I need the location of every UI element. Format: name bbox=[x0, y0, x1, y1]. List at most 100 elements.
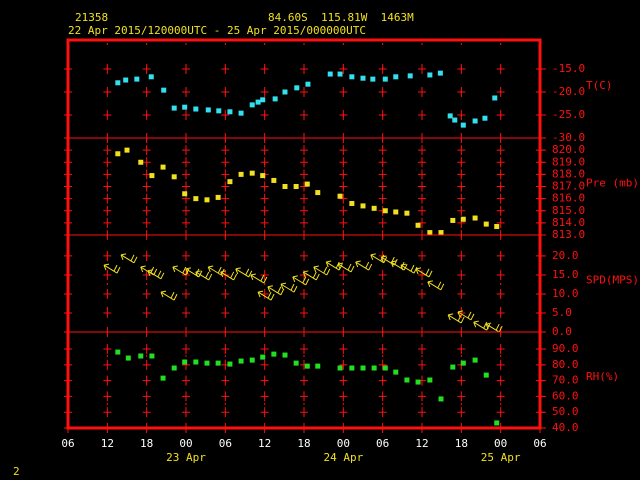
grid-cross bbox=[496, 250, 505, 261]
data-point bbox=[193, 359, 199, 365]
grid-cross bbox=[378, 109, 387, 120]
data-point bbox=[483, 221, 489, 227]
grid-cross bbox=[142, 407, 151, 418]
data-point bbox=[404, 377, 410, 383]
wind-barb bbox=[195, 270, 213, 281]
grid-cross bbox=[103, 181, 112, 192]
data-point bbox=[370, 76, 376, 82]
grid-cross bbox=[142, 375, 151, 386]
data-point bbox=[315, 190, 321, 196]
data-point bbox=[249, 170, 255, 176]
grid-cross bbox=[142, 109, 151, 120]
grid-cross bbox=[339, 269, 348, 280]
x-tick-label: 00 bbox=[179, 437, 192, 450]
data-point bbox=[182, 104, 188, 110]
x-tick-label: 18 bbox=[297, 437, 310, 450]
wind-barb bbox=[427, 280, 445, 291]
x-tick-label: 00 bbox=[494, 437, 507, 450]
wind-barb bbox=[250, 273, 268, 284]
grid-cross bbox=[142, 250, 151, 261]
data-point bbox=[447, 113, 453, 119]
data-point bbox=[472, 357, 478, 363]
grid-cross bbox=[260, 250, 269, 261]
grid-cross bbox=[496, 181, 505, 192]
wind-barb bbox=[120, 253, 138, 264]
data-point bbox=[382, 76, 388, 82]
grid-cross bbox=[182, 307, 190, 318]
grid-cross bbox=[339, 169, 348, 180]
grid-cross bbox=[142, 63, 151, 74]
wind-barb bbox=[103, 263, 121, 274]
data-point bbox=[349, 200, 355, 206]
data-point bbox=[294, 85, 300, 91]
grid-cross bbox=[103, 109, 112, 120]
grid-cross bbox=[103, 205, 112, 216]
data-point bbox=[293, 184, 299, 189]
plot-frame bbox=[66, 38, 542, 430]
grid-cross bbox=[496, 288, 505, 299]
grid-cross bbox=[339, 217, 348, 228]
grid-cross bbox=[300, 288, 308, 299]
data-point bbox=[249, 102, 255, 108]
y-tick-label: 15.0 bbox=[552, 268, 579, 281]
data-point bbox=[393, 369, 399, 375]
grid-cross bbox=[300, 157, 308, 168]
wind-barb bbox=[380, 255, 398, 266]
grid-cross bbox=[378, 63, 387, 74]
grid-cross bbox=[496, 205, 505, 216]
grid-cross bbox=[260, 63, 269, 74]
grid-cross bbox=[378, 375, 387, 386]
data-point bbox=[272, 96, 278, 102]
grid-cross bbox=[103, 269, 112, 280]
y-axis-label: SPD(MPS) bbox=[586, 274, 639, 287]
grid-cross bbox=[457, 193, 466, 204]
data-point bbox=[260, 354, 266, 360]
data-point bbox=[115, 349, 121, 355]
wind-barb bbox=[370, 253, 388, 264]
grid-cross bbox=[260, 86, 269, 97]
data-point bbox=[115, 151, 121, 157]
grid-cross bbox=[457, 344, 466, 355]
station-id: 21358 bbox=[75, 11, 108, 24]
grid-cross bbox=[378, 86, 387, 97]
grid-cross bbox=[300, 109, 308, 120]
grid-cross bbox=[496, 145, 505, 156]
data-point bbox=[260, 97, 266, 103]
grid-cross bbox=[418, 250, 426, 261]
grid-cross bbox=[339, 359, 348, 370]
y-axis-label: Pre (mb) bbox=[586, 177, 639, 190]
data-point bbox=[182, 191, 188, 197]
grid-cross bbox=[418, 359, 426, 370]
grid-cross bbox=[496, 157, 505, 168]
wind-barb bbox=[473, 320, 491, 331]
wind-barb bbox=[220, 270, 238, 281]
grid-cross bbox=[103, 193, 112, 204]
data-point bbox=[216, 108, 222, 114]
grid-cross bbox=[339, 288, 348, 299]
grid-cross bbox=[142, 288, 151, 299]
grid-cross bbox=[221, 109, 230, 120]
y-tick-label: -25.0 bbox=[552, 108, 585, 121]
data-point bbox=[393, 209, 399, 215]
grid-cross bbox=[378, 288, 387, 299]
wind-barb bbox=[355, 260, 373, 271]
data-point bbox=[482, 115, 488, 121]
data-point bbox=[205, 107, 211, 113]
grid-cross bbox=[496, 217, 505, 228]
grid-cross bbox=[103, 157, 112, 168]
grid-cross bbox=[457, 63, 466, 74]
grid-cross bbox=[260, 391, 269, 402]
data-point bbox=[160, 375, 166, 381]
y-tick-label: 817.0 bbox=[552, 180, 585, 193]
grid-cross bbox=[221, 63, 230, 74]
grid-cross bbox=[221, 145, 230, 156]
y-tick-label: -30.0 bbox=[552, 131, 585, 144]
data-point bbox=[404, 210, 410, 216]
grid-cross bbox=[221, 307, 230, 318]
grid-cross bbox=[221, 169, 230, 180]
data-point bbox=[282, 352, 288, 358]
grid-cross bbox=[142, 193, 151, 204]
grid-cross bbox=[142, 157, 151, 168]
grid-cross bbox=[418, 288, 426, 299]
data-point bbox=[149, 173, 155, 179]
